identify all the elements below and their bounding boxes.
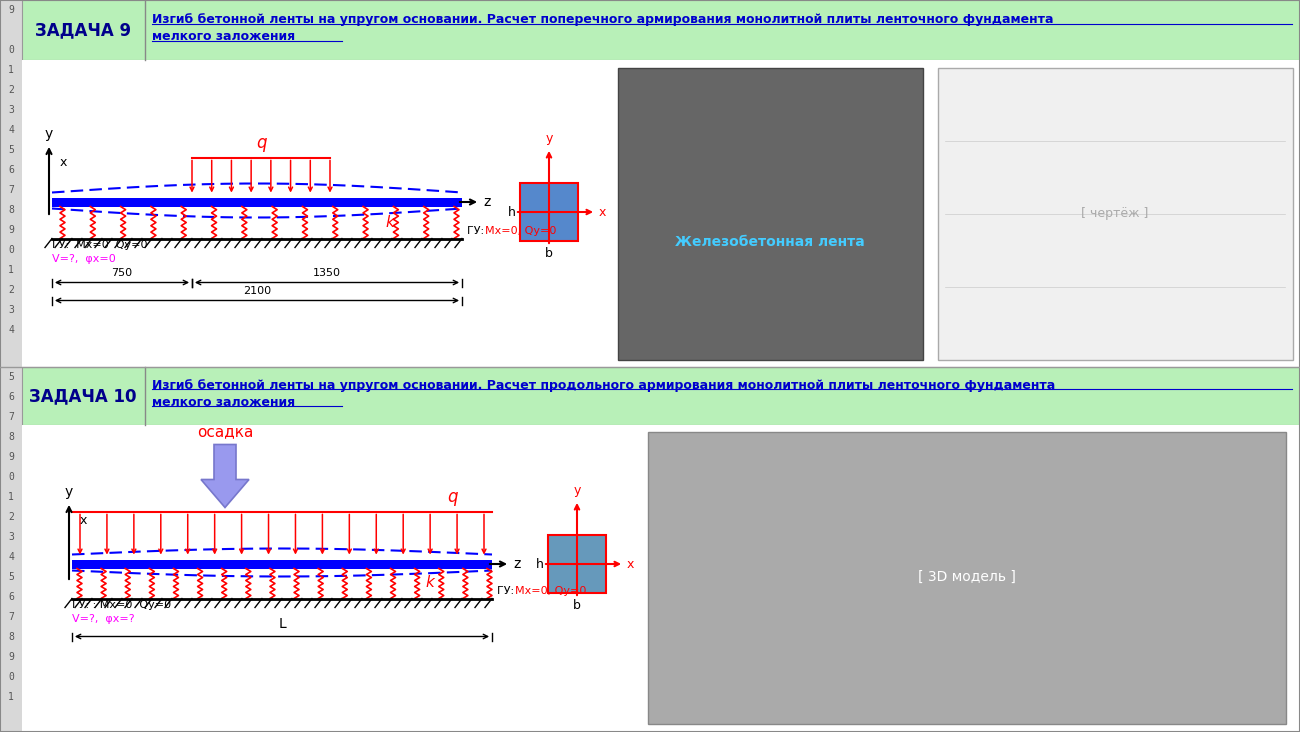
Text: 2: 2	[8, 285, 14, 295]
Bar	[72, 559, 491, 569]
Text: 3: 3	[8, 105, 14, 115]
Text: 6: 6	[8, 165, 14, 175]
Text: 9: 9	[8, 5, 14, 15]
Text: 0: 0	[8, 245, 14, 255]
Text: 1: 1	[8, 65, 14, 75]
Text: 6: 6	[8, 592, 14, 602]
Text: Изгиб бетонной ленты на упругом основании. Расчет поперечного армирования моноли: Изгиб бетонной ленты на упругом основани…	[152, 13, 1053, 26]
Bar	[22, 0, 1300, 60]
Bar	[22, 60, 1300, 367]
Text: 9: 9	[8, 652, 14, 662]
Text: 2: 2	[8, 85, 14, 95]
Text: x: x	[599, 206, 606, 218]
Text: 0: 0	[8, 472, 14, 482]
Bar	[22, 425, 1300, 732]
Text: b: b	[573, 599, 581, 612]
Bar	[647, 432, 1286, 724]
Text: x: x	[60, 155, 68, 168]
Text: 1: 1	[8, 692, 14, 702]
Text: 2: 2	[8, 512, 14, 522]
Text: Mx=0, Qy=0: Mx=0, Qy=0	[485, 225, 556, 236]
Bar	[52, 198, 462, 206]
Text: 6: 6	[8, 392, 14, 402]
Text: 4: 4	[8, 325, 14, 335]
Text: 1: 1	[8, 492, 14, 502]
Text: мелкого заложения: мелкого заложения	[152, 31, 295, 43]
Bar	[939, 68, 1294, 360]
Text: 5: 5	[8, 145, 14, 155]
Text: Mx=0, Qy=0: Mx=0, Qy=0	[515, 586, 586, 596]
Text: осадка: осадка	[196, 425, 254, 439]
Text: ЗАДАЧА 10: ЗАДАЧА 10	[29, 387, 136, 405]
Text: 4: 4	[8, 125, 14, 135]
Text: 9: 9	[8, 225, 14, 235]
Text: ГУ: : Mx=0  Qy=0: ГУ: : Mx=0 Qy=0	[72, 600, 172, 610]
Text: 4: 4	[8, 552, 14, 562]
Text: 3: 3	[8, 305, 14, 315]
Text: q: q	[256, 133, 266, 152]
Bar	[549, 535, 606, 593]
Text: 750: 750	[112, 267, 133, 277]
Text: L: L	[278, 618, 286, 632]
Text: y: y	[65, 485, 73, 499]
Text: x: x	[627, 558, 634, 570]
Text: k: k	[425, 575, 434, 590]
Text: 3: 3	[8, 532, 14, 542]
Text: 2100: 2100	[243, 285, 272, 296]
FancyArrow shape	[202, 444, 250, 507]
Text: [ 3D модель ]: [ 3D модель ]	[918, 570, 1015, 584]
Text: ГУ:  Mx=0  Qy=0: ГУ: Mx=0 Qy=0	[52, 241, 147, 250]
Text: 7: 7	[8, 612, 14, 622]
Bar	[618, 68, 923, 360]
Text: h: h	[536, 558, 543, 570]
Text: x: x	[81, 514, 87, 526]
Text: y: y	[545, 132, 552, 145]
Text: V=?,  φx=0: V=?, φx=0	[52, 255, 116, 264]
Text: k: k	[386, 215, 394, 230]
Text: мелкого заложения: мелкого заложения	[152, 395, 295, 408]
Text: z: z	[514, 557, 520, 571]
Text: y: y	[573, 484, 581, 497]
Bar	[0, 0, 22, 732]
Text: 5: 5	[8, 572, 14, 582]
Text: 9: 9	[8, 452, 14, 462]
Bar	[520, 183, 578, 241]
Text: q: q	[447, 488, 458, 506]
Text: y: y	[46, 127, 53, 141]
Text: 8: 8	[8, 432, 14, 442]
Text: z: z	[484, 195, 490, 209]
Text: 8: 8	[8, 205, 14, 215]
Text: 0: 0	[8, 45, 14, 55]
Text: 5: 5	[8, 372, 14, 382]
Text: ГУ:: ГУ:	[497, 586, 517, 596]
Text: Изгиб бетонной ленты на упругом основании. Расчет продольного армирования моноли: Изгиб бетонной ленты на упругом основани…	[152, 378, 1056, 392]
Text: V=?,  φx=?: V=?, φx=?	[72, 614, 135, 624]
Text: h: h	[508, 206, 516, 218]
Text: [ чертёж ]: [ чертёж ]	[1082, 207, 1149, 220]
Text: Железобетонная лента: Железобетонная лента	[675, 235, 864, 249]
Text: 7: 7	[8, 185, 14, 195]
Bar	[22, 367, 1300, 425]
Text: 1350: 1350	[313, 267, 341, 277]
Text: ЗАДАЧА 9: ЗАДАЧА 9	[35, 21, 131, 39]
Text: ГУ:: ГУ:	[467, 225, 488, 236]
Text: 0: 0	[8, 672, 14, 682]
Text: 1: 1	[8, 265, 14, 275]
Text: 8: 8	[8, 632, 14, 642]
Text: 7: 7	[8, 412, 14, 422]
Text: b: b	[545, 247, 552, 260]
